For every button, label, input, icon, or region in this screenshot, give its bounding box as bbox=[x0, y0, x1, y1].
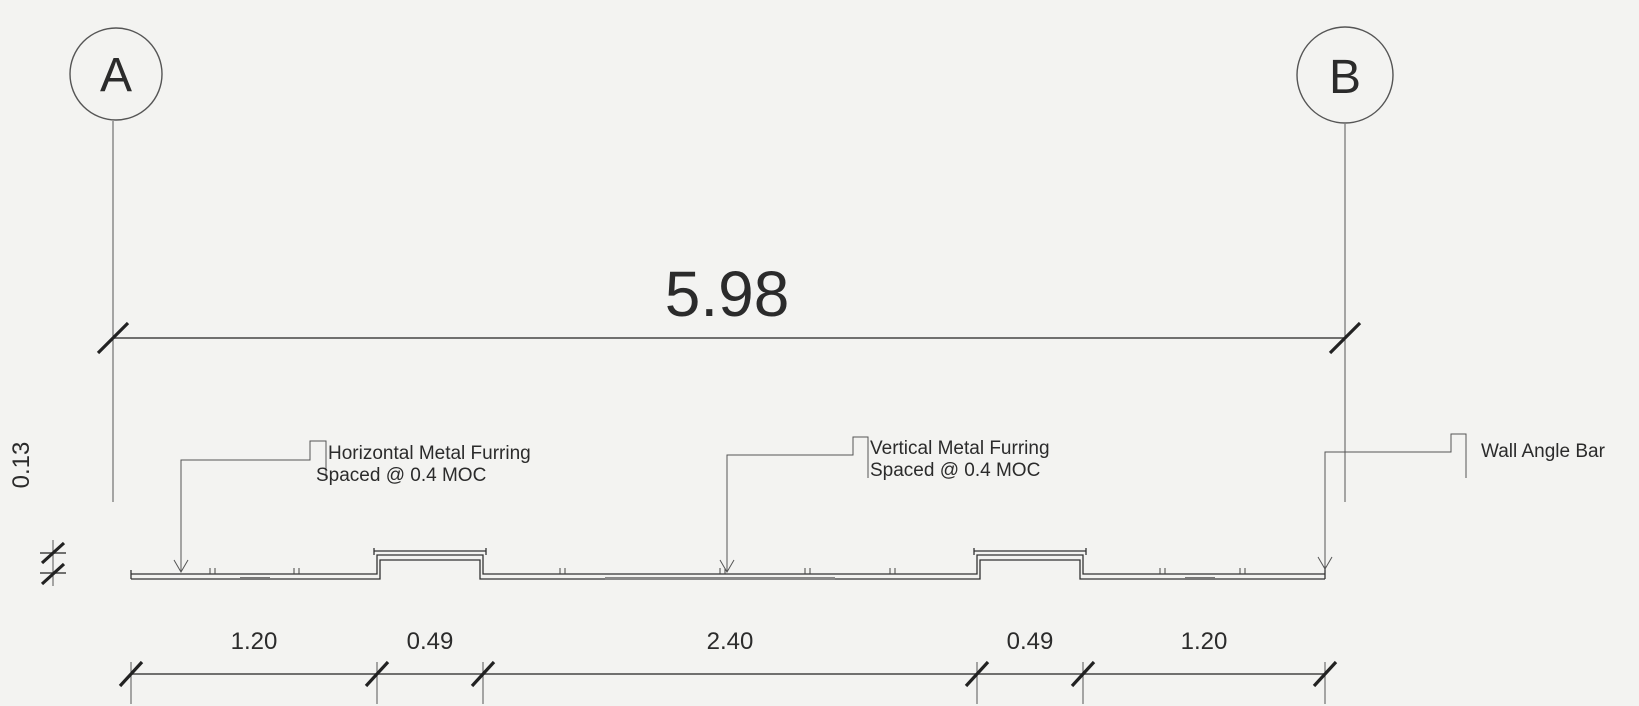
segment-dimension-5: 1.20 bbox=[1181, 628, 1228, 655]
segment-dimension-4: 0.49 bbox=[1007, 628, 1054, 655]
height-dimension: 0.13 bbox=[8, 442, 66, 586]
segment-dimension-2: 0.49 bbox=[407, 628, 454, 655]
overall-dimension: 5.98 bbox=[96, 258, 1362, 355]
segment-tick-3 bbox=[470, 660, 496, 688]
segment-tick-6 bbox=[1312, 660, 1338, 688]
grid-label-a: A bbox=[100, 49, 132, 102]
hanger-mark-3 bbox=[1185, 577, 1215, 580]
hanger-mark-2 bbox=[605, 577, 835, 580]
grid-bubble-a: A bbox=[69, 27, 163, 121]
height-tick-bottom bbox=[40, 562, 66, 586]
ceiling-profile bbox=[130, 548, 1326, 580]
leader-vertical-furring: Vertical Metal Furring Spaced @ 0.4 MOC bbox=[719, 436, 1050, 573]
note-vertical-furring-line2: Spaced @ 0.4 MOC bbox=[870, 460, 1040, 481]
grid-bubble-b: B bbox=[1296, 26, 1394, 124]
segment-tick-2 bbox=[364, 660, 390, 688]
note-horizontal-furring-line2: Spaced @ 0.4 MOC bbox=[316, 465, 486, 486]
height-tick-top bbox=[40, 541, 66, 565]
grid-label-b: B bbox=[1329, 51, 1361, 104]
overall-dimension-label: 5.98 bbox=[665, 258, 790, 330]
height-dimension-label: 0.13 bbox=[8, 442, 35, 489]
hanger-mark-1 bbox=[240, 577, 270, 580]
segment-tick-1 bbox=[118, 660, 144, 688]
overall-tick-left bbox=[96, 321, 130, 355]
leader-wall-angle-bar: Wall Angle Bar bbox=[1317, 433, 1606, 570]
segment-dimension-1: 1.20 bbox=[231, 628, 278, 655]
note-vertical-furring-line1: Vertical Metal Furring bbox=[870, 438, 1050, 459]
leader-horizontal-furring: Horizontal Metal Furring Spaced @ 0.4 MO… bbox=[173, 440, 531, 573]
segment-tick-5 bbox=[1070, 660, 1096, 688]
segment-tick-4 bbox=[964, 660, 990, 688]
furring-clips bbox=[209, 568, 1246, 574]
segment-dimension-3: 2.40 bbox=[707, 628, 754, 655]
note-horizontal-furring-line1: Horizontal Metal Furring bbox=[328, 443, 531, 464]
segment-dimensions: 1.20 0.49 2.40 0.49 1.20 bbox=[118, 628, 1338, 704]
overall-tick-right bbox=[1328, 321, 1362, 355]
note-wall-angle-bar: Wall Angle Bar bbox=[1481, 441, 1606, 462]
